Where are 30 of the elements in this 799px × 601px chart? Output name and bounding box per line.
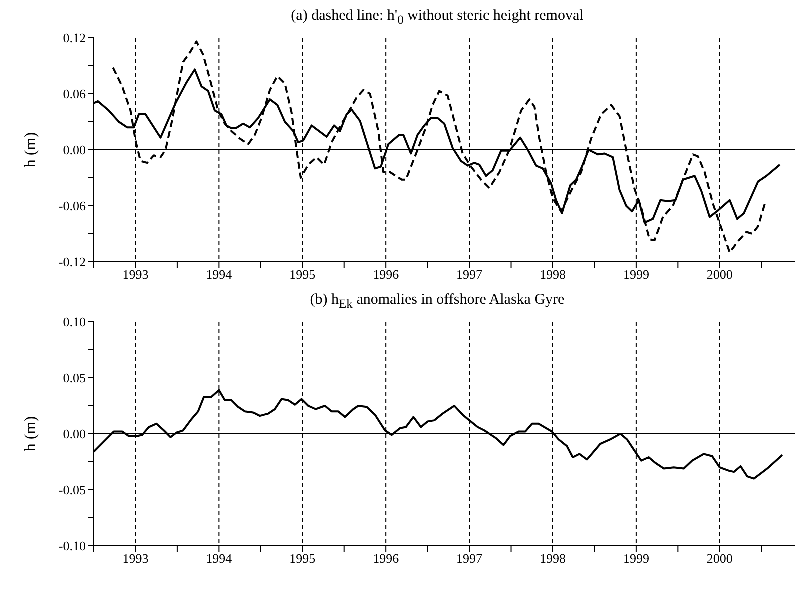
x-tick-label: 1994 <box>206 551 233 566</box>
y-tick-label: 0.00 <box>63 426 86 442</box>
y-tick-label: 0.12 <box>63 30 86 46</box>
y-axis-title: h (m) <box>22 416 40 452</box>
y-tick-label: 0.10 <box>63 314 86 330</box>
x-tick-label: 1995 <box>290 551 316 566</box>
y-tick-label: 0.06 <box>63 86 86 102</box>
y-tick-label: 0.00 <box>63 142 86 158</box>
y-tick-label: -0.12 <box>58 254 86 270</box>
x-tick-label: 1994 <box>206 267 233 282</box>
y-tick-label: -0.10 <box>58 538 86 554</box>
y-tick-label: 0.05 <box>63 370 86 386</box>
x-tick-label: 1993 <box>122 551 149 566</box>
x-tick-label: 1997 <box>456 267 484 282</box>
x-tick-label: 1996 <box>373 551 400 566</box>
y-tick-label: -0.05 <box>58 482 86 498</box>
x-tick-label: 1997 <box>456 551 484 566</box>
y-axis-title: h (m) <box>22 132 40 168</box>
x-tick-label: 2000 <box>706 551 733 566</box>
x-tick-label: 1996 <box>373 267 400 282</box>
x-tick-label: 1993 <box>122 267 149 282</box>
x-tick-label: 1995 <box>290 267 316 282</box>
chart-title: (b) h$_{Ek}$ anomalies in offshore Alaska Gyre <box>309 292 566 313</box>
x-tick-label: 2000 <box>706 267 733 282</box>
x-tick-label: 1999 <box>623 551 650 566</box>
x-tick-label: 1998 <box>540 551 566 566</box>
x-tick-label: 1998 <box>540 267 566 282</box>
y-tick-label: -0.06 <box>58 198 86 214</box>
x-tick-label: 1999 <box>623 267 650 282</box>
chart-title: (a) dashed line: h'$_{0}$ without steric height removal <box>290 8 585 29</box>
